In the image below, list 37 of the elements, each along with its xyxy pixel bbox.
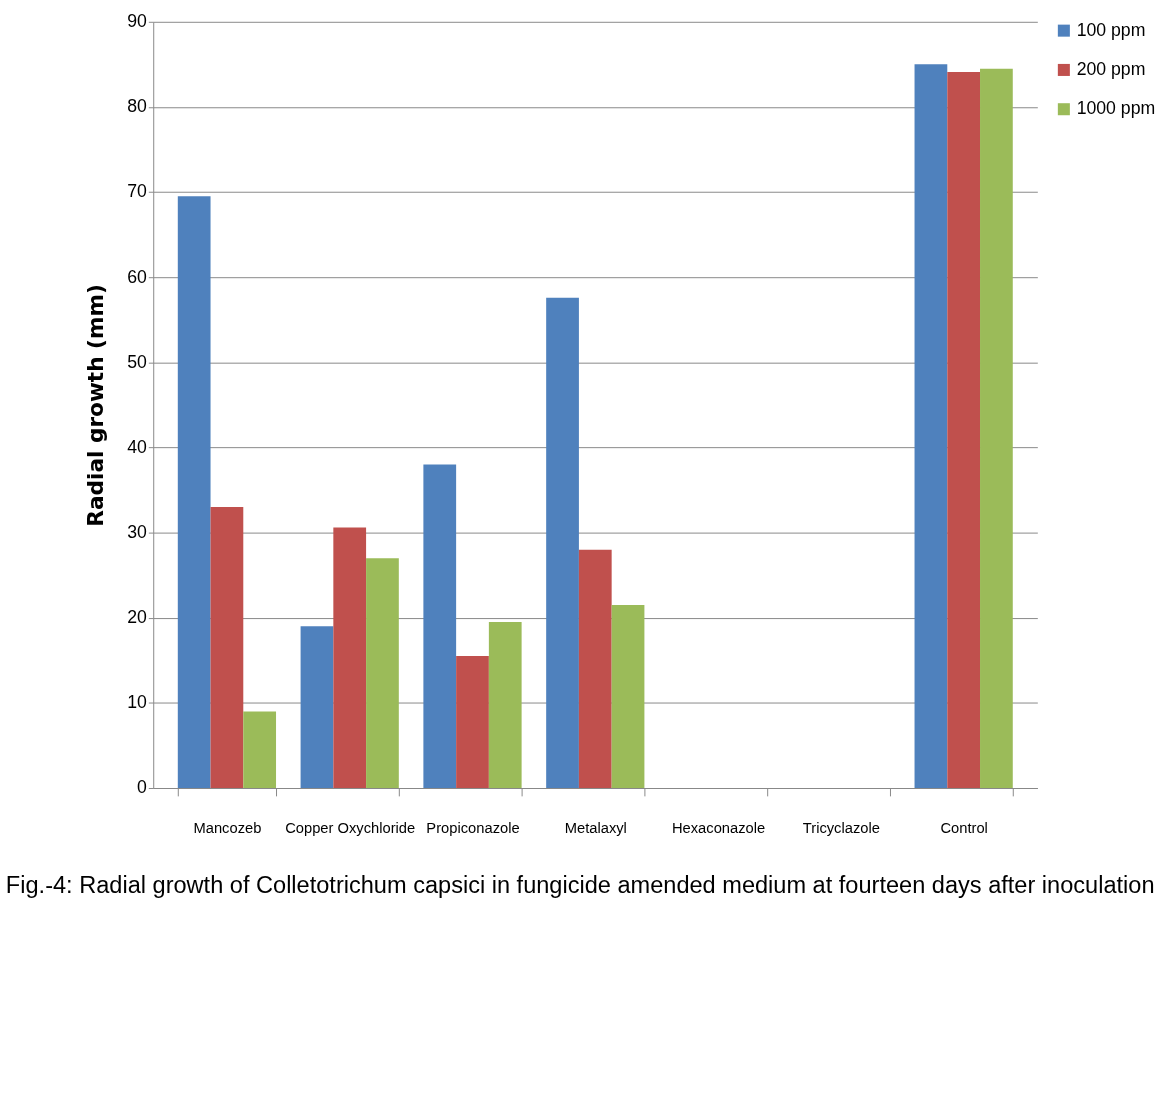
y-tick-label: 10	[127, 692, 148, 713]
bar	[177, 196, 211, 789]
text: Fig.-4: Radial growth of Colletotrichum capsici in fungicide amended medium at fourteen days after inoculation	[5, 872, 1155, 899]
x-tick-label: Tricyclazole	[802, 819, 880, 836]
bar	[947, 72, 981, 789]
bar	[366, 558, 399, 789]
y-tick-label: 40	[127, 436, 148, 457]
bar	[456, 656, 489, 789]
bar	[300, 626, 334, 789]
bar	[243, 711, 277, 789]
x-tick-label: Mancozeb	[193, 819, 262, 836]
bar	[488, 622, 522, 789]
legend-label: 200 ppm	[1076, 58, 1146, 79]
y-tick-label: 80	[127, 96, 148, 117]
bar	[980, 68, 1013, 789]
bar	[914, 64, 948, 789]
x-tick-label: Propiconazole	[426, 819, 520, 836]
y-tick-label: 60	[127, 266, 148, 287]
x-tick-label: Hexaconazole	[671, 819, 766, 836]
bar	[210, 507, 244, 789]
x-tick-label: Copper Oxychloride	[285, 819, 416, 836]
x-tick-label: Control	[940, 819, 988, 836]
legend-label: 100 ppm	[1076, 19, 1146, 40]
y-tick-label: 0	[137, 777, 148, 798]
y-tick-label: 90	[127, 11, 148, 32]
y-tick-label: 50	[127, 351, 148, 372]
bar	[333, 527, 367, 789]
bar	[578, 549, 612, 789]
y-tick-label: 70	[127, 181, 148, 202]
x-tick-label: Metalaxyl	[564, 819, 627, 836]
y-tick-label: 30	[127, 522, 148, 543]
y-tick-label: 20	[127, 607, 148, 628]
bar	[546, 297, 579, 789]
bar	[423, 464, 457, 789]
legend-label: 1000 ppm	[1076, 98, 1156, 119]
y-axis-title: Radial growth (mm)	[82, 284, 108, 527]
bar	[611, 604, 645, 789]
